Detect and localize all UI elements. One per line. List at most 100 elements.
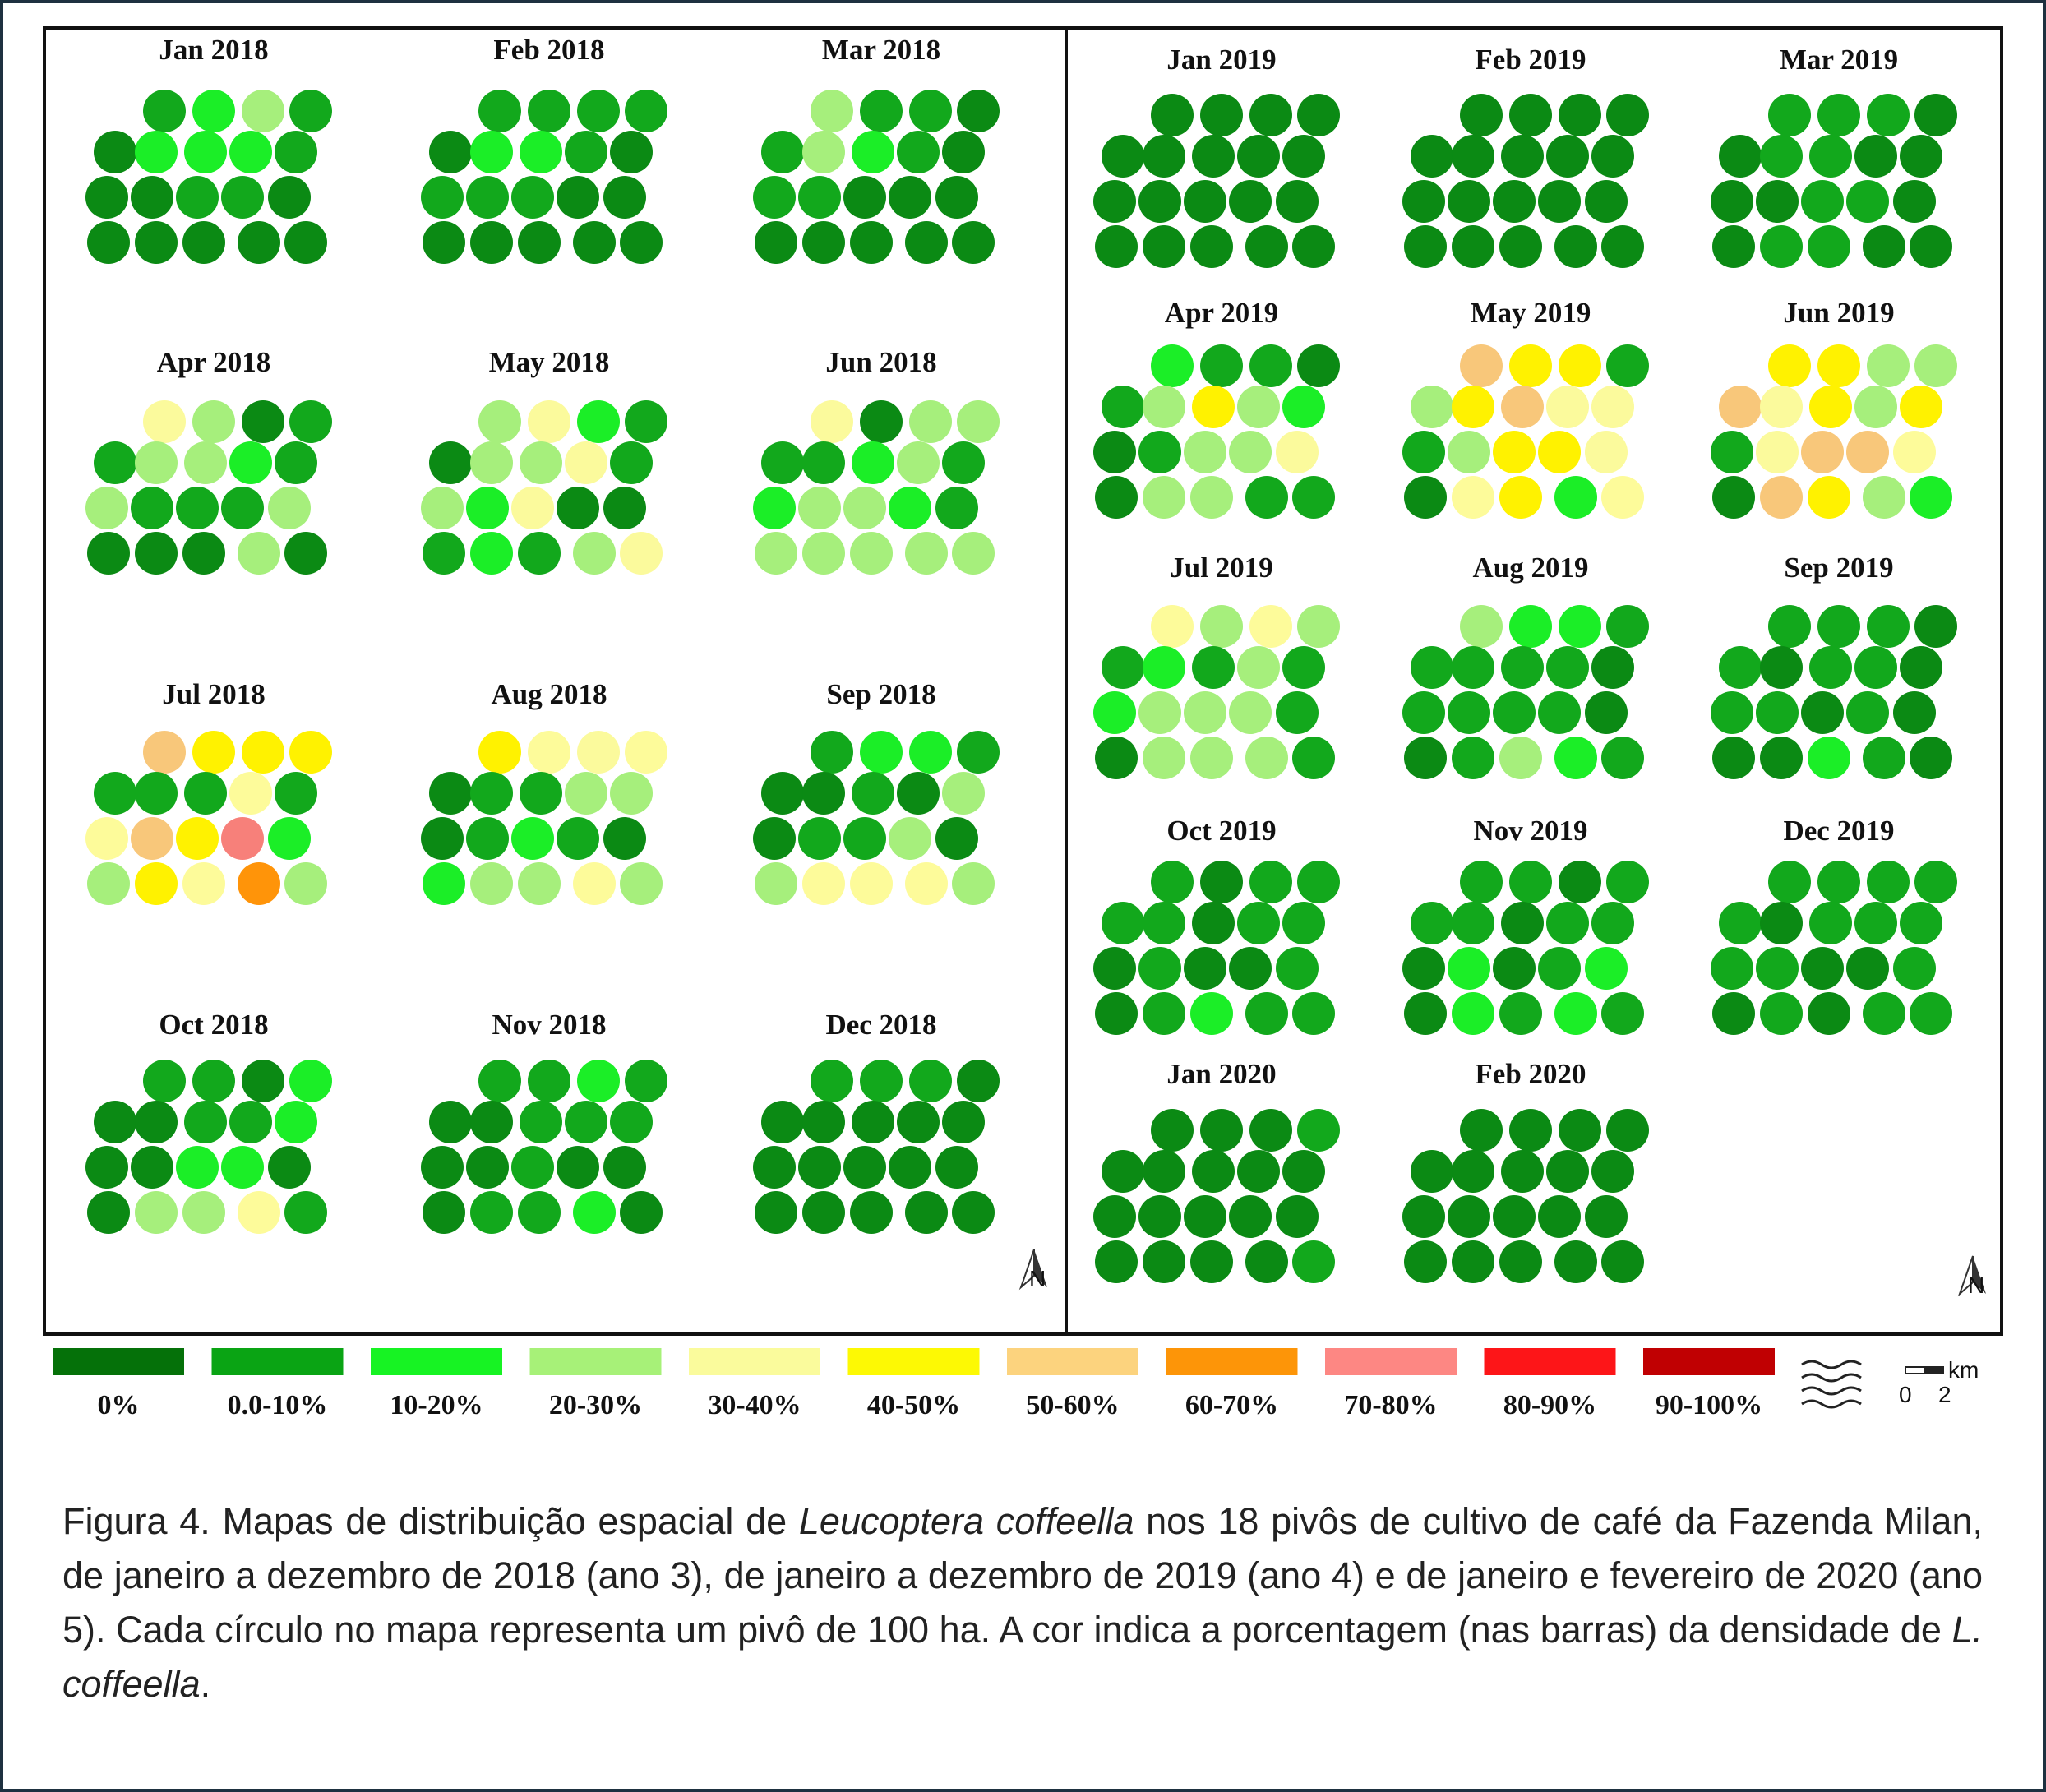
pivot-circle [557,487,599,529]
legend-swatch [1325,1348,1457,1375]
pivot-circle [753,817,796,860]
pivot-circle [1546,386,1589,428]
pivot-circle [1245,1240,1288,1283]
pivot-circle [1151,1109,1194,1152]
pivot-circle [1867,605,1910,648]
pivot-circle [466,176,509,219]
pivot-circle [470,772,513,815]
pivot-circle [423,862,465,905]
pivot-circle [1719,386,1762,428]
map-panel: Nov 2018 [421,1009,667,1234]
pivot-circle [852,441,894,484]
map-title: Dec 2019 [1783,815,1894,847]
map-title: Sep 2019 [1784,552,1893,584]
map-title: Jan 2018 [159,34,268,66]
map-panel: Dec 2019 [1711,815,1957,1035]
pivot-circle [860,1060,903,1102]
map-title: Aug 2018 [492,678,607,710]
pivot-circle [1448,431,1490,473]
pivot-circle [268,1146,311,1189]
pivot-circle [1601,225,1644,268]
pivot-circle [557,1146,599,1189]
legend-label: 90-100% [1656,1390,1762,1420]
pivot-circle [528,400,570,443]
pivot-circle [1402,180,1445,223]
pivot-circle [942,1101,985,1143]
pivot-circle [1809,646,1852,689]
pivot-circle [1093,1195,1136,1238]
pivot-circle [889,817,931,860]
pivot-circle [1606,94,1649,136]
pivot-circle [1297,94,1340,136]
pivot-circle [1554,737,1597,779]
pivot-circle [229,1101,272,1143]
pivot-circle [1585,691,1628,734]
pivot-circle [860,400,903,443]
pivot-circle [94,772,136,815]
pivot-circle [1554,225,1597,268]
pivot-circle [221,817,264,860]
pivot-circle [1509,861,1552,903]
pivot-circle [1867,94,1910,136]
pivot-circle [470,862,513,905]
pivot-circle [1591,902,1634,944]
pivot-circle [909,90,952,132]
pivot-circle [1910,737,1952,779]
pivot-circle [131,176,173,219]
pivot-circle [143,1060,186,1102]
pivot-circle [518,221,561,264]
pivot-circle [1760,902,1803,944]
pivot-circle [470,221,513,264]
pivot-circle [1711,691,1753,734]
pivot-circle [798,817,841,860]
pivot-circle [1276,431,1319,473]
pivot-circle [511,487,554,529]
pivot-circle [625,90,667,132]
legend-label: 0% [98,1390,140,1420]
pivot-circle [1237,902,1280,944]
pivot-circle [798,487,841,529]
pivot-circle [1546,135,1589,178]
pivot-circle [1760,737,1803,779]
pivot-circle [909,1060,952,1102]
pivot-circle [478,400,521,443]
pivot-circle [610,1101,653,1143]
map-panel: Mar 2018 [753,34,1000,264]
map-title: Mar 2019 [1780,44,1898,76]
pivot-circle [1411,386,1453,428]
pivot-circle [1448,180,1490,223]
pivot-circle [905,221,948,264]
pivot-circle [1863,476,1905,519]
caption-text-1: Figura 4. Mapas de distribuição espacial… [62,1500,799,1542]
pivot-circle [1719,135,1762,178]
pivot-circle [289,731,332,774]
pivot-circle [268,487,311,529]
pivot-circle [1411,135,1453,178]
pivot-circle [1501,135,1544,178]
panel-box-2019 [1065,26,2003,1336]
pivot-circle [1538,180,1581,223]
pivot-circle [229,131,272,173]
pivot-circle [1768,94,1811,136]
pivot-circle [1601,737,1644,779]
pivot-circle [518,862,561,905]
pivot-circle [1297,344,1340,387]
pivot-circle [221,176,264,219]
pivot-circle [1138,947,1181,990]
pivot-circle [935,176,978,219]
pivot-circle [94,131,136,173]
pivot-circle [1554,1240,1597,1283]
pivot-circle [557,176,599,219]
pivot-circle [1245,737,1288,779]
pivot-circle [1184,947,1226,990]
pivot-circle [1893,431,1936,473]
map-title: May 2019 [1471,297,1591,329]
pivot-circle [470,1101,513,1143]
pivot-circle [528,731,570,774]
pivot-circle [1200,861,1243,903]
pivot-circle [1854,902,1897,944]
pivot-circle [1817,344,1860,387]
pivot-circle [942,772,985,815]
pivot-circle [1102,135,1144,178]
map-title: Jan 2020 [1166,1058,1276,1090]
